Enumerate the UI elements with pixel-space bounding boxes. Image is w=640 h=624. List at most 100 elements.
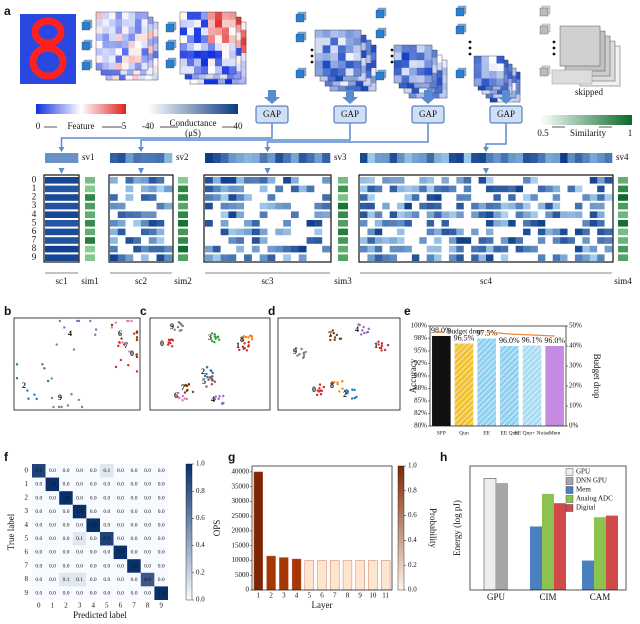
sc-cell	[259, 245, 268, 253]
map-cell	[439, 75, 448, 84]
cell-label: 0.1	[63, 577, 70, 583]
sv-cell	[220, 153, 229, 163]
sc-cell	[374, 211, 383, 218]
gap-label: GAP	[341, 109, 359, 119]
map-cell	[496, 71, 505, 79]
cell-label: 0.0	[49, 550, 56, 556]
map-cell	[141, 62, 149, 71]
sc-cell	[117, 220, 126, 227]
sc-cell	[537, 228, 546, 236]
row-label: 8	[32, 243, 37, 253]
sc-cell	[374, 177, 383, 184]
embedding-point	[50, 377, 53, 380]
cell-label: 0.0	[63, 509, 70, 515]
embedding-point	[380, 344, 384, 347]
x-tick-label: GPU	[487, 592, 506, 602]
embedding-point	[211, 378, 214, 382]
route	[266, 123, 429, 150]
sc-cell	[397, 185, 405, 193]
cell-label: 0.1	[103, 468, 110, 474]
map-frame	[314, 29, 362, 77]
heat-cell	[154, 586, 168, 600]
embedding-point	[210, 383, 214, 386]
bar	[317, 560, 327, 591]
map-cell	[368, 45, 377, 53]
value-label: 98.0%	[431, 326, 452, 335]
sc-cell	[574, 185, 583, 193]
map-cell	[194, 27, 202, 36]
down-arrow	[264, 90, 280, 104]
cell-label: 0.0	[131, 468, 138, 474]
sim-cell	[178, 245, 188, 253]
sc-cell	[306, 237, 315, 244]
map-cell	[115, 12, 123, 20]
heat-cell	[140, 491, 155, 505]
x-tick-label: 4	[91, 602, 95, 610]
map-cell	[135, 26, 142, 35]
sc-cell	[164, 228, 173, 236]
sc-cell	[508, 254, 516, 261]
embedding-point	[350, 397, 354, 400]
embedding-point	[218, 395, 221, 398]
sc-cell	[283, 220, 292, 227]
sc-cell	[508, 177, 516, 184]
map-cell	[151, 43, 159, 52]
map-cell	[358, 73, 367, 82]
sv-cell	[389, 153, 398, 163]
sc-cell	[508, 220, 516, 227]
map-cell	[96, 19, 103, 27]
sc-cell	[244, 202, 253, 210]
sc-cell	[471, 202, 479, 210]
embedding-point	[135, 370, 139, 373]
sc-cell	[574, 177, 583, 184]
embedding-point	[77, 398, 81, 402]
embedding-point	[318, 390, 321, 393]
legend-min: 0.5	[537, 128, 549, 138]
sc-cell	[589, 177, 598, 184]
embedding-point	[183, 391, 187, 394]
map-cell	[489, 63, 497, 72]
map-cell	[481, 63, 490, 72]
sc-cell	[117, 228, 126, 236]
map-cell	[140, 67, 147, 76]
cell-label: 0.0	[117, 482, 124, 488]
heat-cell	[86, 586, 100, 600]
sc-cell	[251, 237, 260, 244]
cell-label: 0.0	[49, 577, 56, 583]
bar-hatch	[522, 345, 542, 426]
sc-cell	[456, 185, 465, 193]
map-cell	[192, 71, 200, 80]
row-label: 3	[32, 200, 37, 210]
x-tick-label: 6	[320, 592, 324, 600]
map-frame	[95, 11, 149, 71]
sv-cell	[560, 153, 568, 163]
value-label: 96.0%	[499, 336, 520, 345]
sim-cell	[338, 228, 348, 236]
cell-label: 0.0	[63, 563, 70, 569]
map-cell	[133, 67, 141, 76]
sc-cell	[117, 237, 126, 244]
sv-cell	[404, 153, 413, 163]
sc-cell	[582, 177, 591, 184]
x-tick-label: 7	[333, 592, 337, 600]
map-cell	[338, 37, 346, 46]
embedding-point	[89, 319, 92, 323]
sc-cell	[441, 237, 450, 244]
sc-cell	[508, 202, 516, 210]
map-cell	[107, 67, 115, 76]
sim-cell	[85, 228, 95, 236]
sc-cell	[45, 194, 79, 201]
map-cell	[180, 35, 188, 44]
sc-cell	[530, 211, 539, 218]
sc-cell	[582, 237, 591, 244]
embedding-point	[203, 374, 207, 378]
sc-cell	[290, 245, 300, 253]
sc-cell	[133, 177, 142, 184]
embedding-point	[76, 319, 79, 323]
map-cell	[122, 41, 129, 49]
map-cell	[322, 53, 331, 61]
sc-cell	[367, 237, 376, 244]
sc-cell	[515, 202, 524, 210]
sim-cell	[85, 194, 95, 201]
sc-cell	[374, 194, 383, 201]
